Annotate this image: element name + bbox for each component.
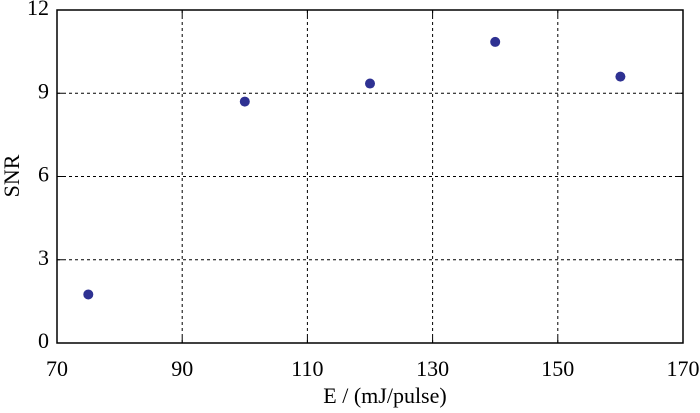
x-tick-label: 70 xyxy=(46,356,68,381)
x-tick-label: 130 xyxy=(416,356,449,381)
y-tick-label: 0 xyxy=(38,328,49,353)
plot-frame xyxy=(56,9,684,344)
y-tick-label: 6 xyxy=(38,162,49,187)
y-axis-label: SNR xyxy=(0,154,24,197)
point xyxy=(83,289,94,300)
y-tick-label: 9 xyxy=(38,78,49,103)
point xyxy=(365,78,375,89)
x-axis-label: E / (mJ/pulse) xyxy=(323,383,446,408)
y-tick-label: 12 xyxy=(27,0,49,20)
point xyxy=(239,96,250,107)
point xyxy=(490,36,501,47)
x-tick-label: 150 xyxy=(541,356,574,381)
x-tick-label: 170 xyxy=(667,356,700,381)
y-tick-label: 3 xyxy=(38,245,49,270)
x-tick-label: 90 xyxy=(171,356,193,381)
point xyxy=(615,71,626,82)
x-tick-label: 110 xyxy=(291,356,323,381)
